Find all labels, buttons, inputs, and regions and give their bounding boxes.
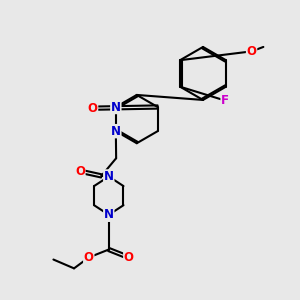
Text: O: O <box>84 251 94 264</box>
Text: O: O <box>75 165 85 178</box>
Text: F: F <box>221 94 229 107</box>
Text: O: O <box>88 102 98 115</box>
Text: N: N <box>104 208 114 221</box>
Text: O: O <box>247 45 256 58</box>
Text: N: N <box>111 125 121 138</box>
Text: N: N <box>111 100 121 113</box>
Text: N: N <box>104 170 114 183</box>
Text: O: O <box>124 251 134 264</box>
